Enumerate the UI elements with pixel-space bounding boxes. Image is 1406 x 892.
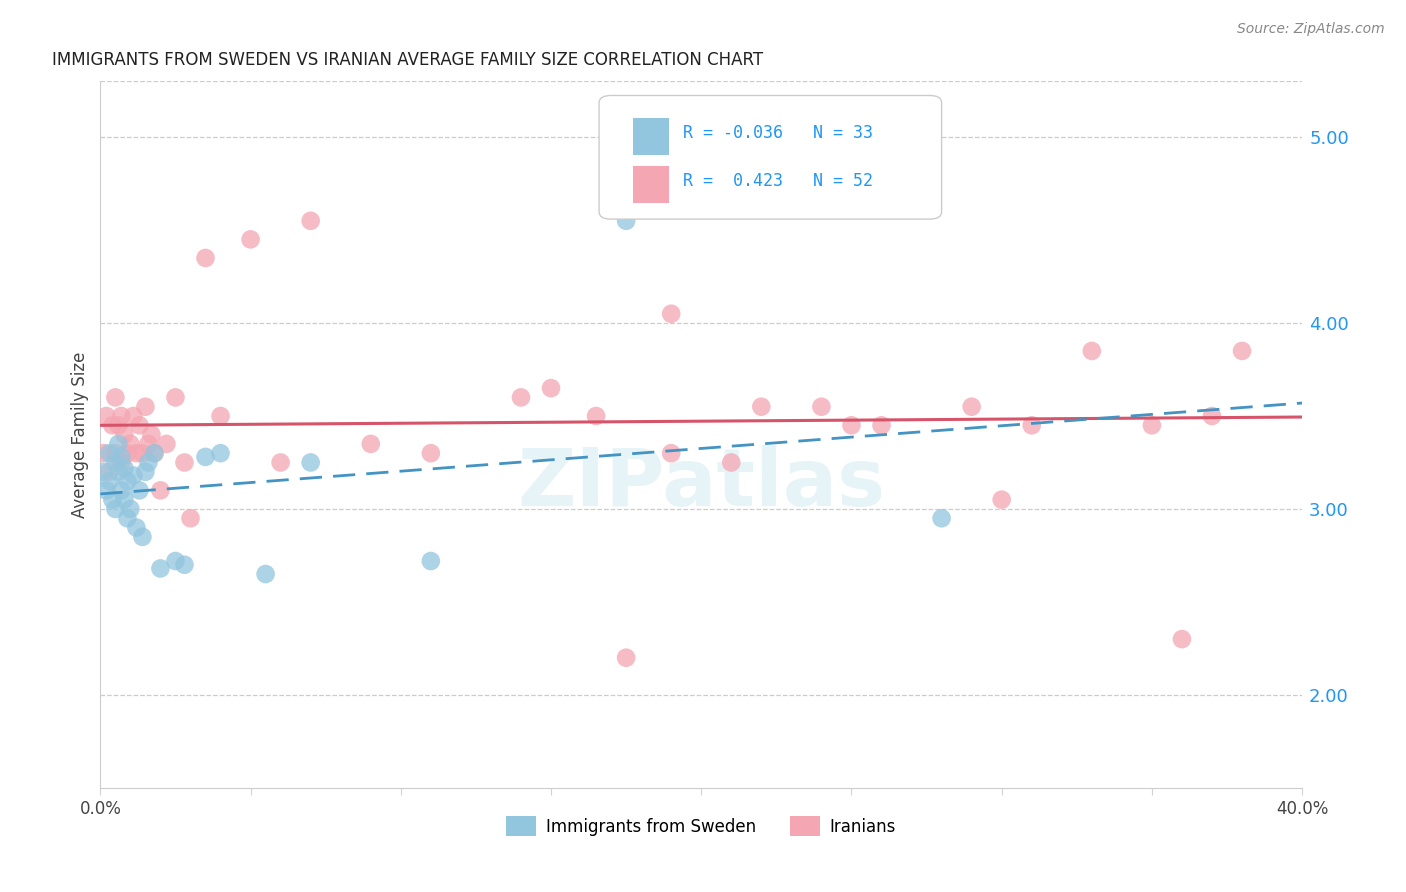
Point [143, 446, 166, 460]
Point [239, 232, 262, 246]
Point [107, 437, 129, 451]
Point [107, 418, 129, 433]
Point [165, 554, 187, 568]
Point [112, 492, 135, 507]
Legend: Immigrants from Sweden, Iranians: Immigrants from Sweden, Iranians [499, 809, 903, 843]
Point [93, 465, 115, 479]
Point [125, 446, 148, 460]
Point [659, 307, 682, 321]
Point [1201, 409, 1223, 423]
Point [96, 483, 118, 498]
Point [125, 520, 148, 534]
Point [419, 446, 441, 460]
Point [117, 474, 139, 488]
Point [841, 418, 863, 433]
Point [299, 455, 322, 469]
Point [110, 483, 132, 498]
Point [1021, 418, 1043, 433]
Text: R =  0.423   N = 52: R = 0.423 N = 52 [683, 171, 873, 190]
Point [141, 427, 163, 442]
Point [98, 474, 121, 488]
Point [960, 400, 983, 414]
Point [122, 468, 145, 483]
Point [1140, 418, 1163, 433]
Point [585, 409, 607, 423]
Point [104, 455, 127, 469]
Point [1171, 632, 1194, 646]
Point [101, 418, 124, 433]
Point [101, 492, 124, 507]
Point [98, 465, 121, 479]
Point [104, 446, 127, 460]
Point [810, 400, 832, 414]
Point [120, 437, 142, 451]
Point [299, 214, 322, 228]
Bar [633, 118, 669, 155]
Point [138, 455, 160, 469]
Point [659, 446, 682, 460]
Point [179, 511, 201, 525]
Point [870, 418, 893, 433]
Text: R = -0.036   N = 33: R = -0.036 N = 33 [683, 124, 873, 142]
Point [209, 409, 232, 423]
Point [614, 214, 637, 228]
Point [749, 400, 772, 414]
Point [104, 502, 127, 516]
Point [931, 511, 953, 525]
Point [209, 446, 232, 460]
Point [165, 391, 187, 405]
Point [134, 465, 156, 479]
Text: ZIPatlas: ZIPatlas [517, 445, 886, 523]
Point [173, 558, 195, 572]
FancyBboxPatch shape [599, 95, 942, 219]
Point [990, 492, 1012, 507]
Point [104, 391, 127, 405]
Point [107, 465, 129, 479]
Point [131, 530, 153, 544]
Point [1081, 343, 1104, 358]
Y-axis label: Average Family Size: Average Family Size [72, 351, 89, 517]
Point [900, 177, 922, 191]
Point [194, 450, 217, 464]
Point [96, 409, 118, 423]
Point [117, 446, 139, 460]
Point [120, 502, 142, 516]
Point [254, 567, 277, 582]
Point [143, 446, 166, 460]
Point [149, 561, 172, 575]
Point [98, 446, 121, 460]
Point [93, 446, 115, 460]
Point [110, 409, 132, 423]
Point [149, 483, 172, 498]
Point [117, 511, 139, 525]
Point [128, 418, 150, 433]
Point [173, 455, 195, 469]
Point [1230, 343, 1253, 358]
Point [614, 650, 637, 665]
Point [194, 251, 217, 265]
Text: Source: ZipAtlas.com: Source: ZipAtlas.com [1237, 22, 1385, 37]
Point [122, 409, 145, 423]
Point [110, 455, 132, 469]
Point [720, 455, 742, 469]
Point [110, 450, 132, 464]
Bar [633, 166, 669, 202]
Point [540, 381, 562, 395]
Point [112, 461, 135, 475]
Point [131, 446, 153, 460]
Point [510, 391, 533, 405]
Point [155, 437, 177, 451]
Point [360, 437, 382, 451]
Text: IMMIGRANTS FROM SWEDEN VS IRANIAN AVERAGE FAMILY SIZE CORRELATION CHART: IMMIGRANTS FROM SWEDEN VS IRANIAN AVERAG… [52, 51, 763, 69]
Point [138, 437, 160, 451]
Point [134, 400, 156, 414]
Point [128, 483, 150, 498]
Point [419, 554, 441, 568]
Point [112, 427, 135, 442]
Point [270, 455, 292, 469]
